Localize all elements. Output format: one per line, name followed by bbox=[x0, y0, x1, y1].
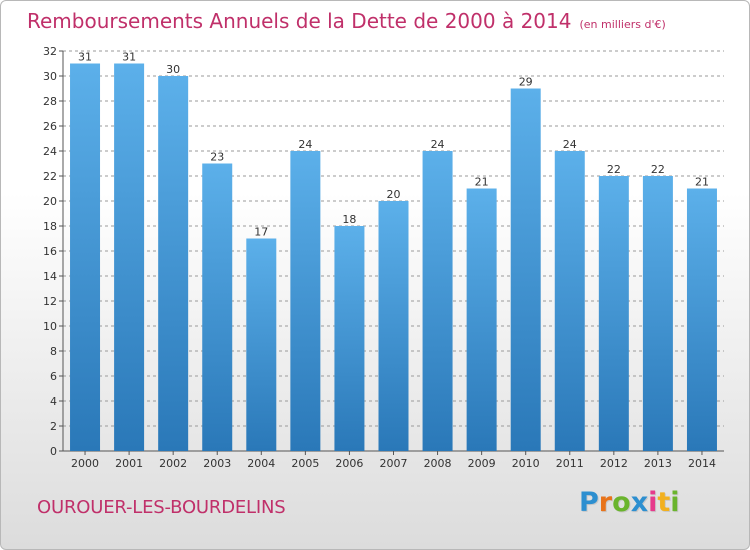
data-label: 30 bbox=[166, 63, 180, 76]
bar bbox=[686, 188, 717, 451]
y-tick-label: 24 bbox=[43, 145, 57, 158]
data-label: 18 bbox=[342, 213, 356, 226]
y-tick-label: 22 bbox=[43, 170, 57, 183]
y-tick-label: 30 bbox=[43, 70, 57, 83]
bar bbox=[334, 226, 365, 451]
y-tick-label: 26 bbox=[43, 120, 57, 133]
data-label: 24 bbox=[298, 138, 312, 151]
logo-letter: r bbox=[598, 487, 613, 518]
logo-letter: P bbox=[579, 487, 599, 518]
bar bbox=[70, 63, 101, 451]
y-tick-label: 16 bbox=[43, 245, 57, 258]
x-tick-label: 2007 bbox=[380, 457, 408, 470]
x-tick-label: 2001 bbox=[115, 457, 143, 470]
data-label: 23 bbox=[210, 151, 224, 164]
y-tick-label: 32 bbox=[43, 45, 57, 58]
chart-title: Remboursements Annuels de la Dette de 20… bbox=[27, 9, 666, 33]
bar bbox=[202, 163, 233, 451]
bar bbox=[554, 151, 585, 451]
proxiti-logo: Proxiti bbox=[579, 487, 680, 518]
bar bbox=[290, 151, 321, 451]
x-tick-label: 2013 bbox=[644, 457, 672, 470]
logo-letter: i bbox=[670, 487, 680, 518]
title-unit: (en milliers d'€) bbox=[579, 18, 666, 31]
x-tick-label: 2011 bbox=[556, 457, 584, 470]
y-tick-label: 10 bbox=[43, 320, 57, 333]
data-label: 20 bbox=[387, 188, 401, 201]
logo-letter: i bbox=[648, 487, 658, 518]
x-tick-label: 2004 bbox=[247, 457, 275, 470]
y-tick-label: 20 bbox=[43, 195, 57, 208]
bar bbox=[114, 63, 145, 451]
bar bbox=[642, 176, 673, 451]
bar bbox=[422, 151, 453, 451]
x-tick-label: 2010 bbox=[512, 457, 540, 470]
data-label: 29 bbox=[519, 76, 533, 89]
x-tick-label: 2012 bbox=[600, 457, 628, 470]
x-tick-label: 2003 bbox=[203, 457, 231, 470]
bar bbox=[158, 76, 189, 451]
data-label: 21 bbox=[695, 176, 709, 189]
data-label: 31 bbox=[78, 51, 92, 64]
logo-letter: x bbox=[630, 487, 649, 518]
logo-letter: o bbox=[612, 487, 631, 518]
data-label: 22 bbox=[651, 163, 665, 176]
x-tick-label: 2000 bbox=[71, 457, 99, 470]
x-tick-label: 2014 bbox=[688, 457, 716, 470]
bar bbox=[246, 238, 277, 451]
data-label: 31 bbox=[122, 51, 136, 64]
y-tick-label: 28 bbox=[43, 95, 57, 108]
y-tick-label: 12 bbox=[43, 295, 57, 308]
data-label: 21 bbox=[475, 176, 489, 189]
y-tick-label: 8 bbox=[50, 345, 57, 358]
data-label: 17 bbox=[254, 226, 268, 239]
bar bbox=[378, 201, 409, 451]
x-tick-label: 2008 bbox=[424, 457, 452, 470]
y-tick-label: 6 bbox=[50, 370, 57, 383]
title-text: Remboursements Annuels de la Dette de 20… bbox=[27, 9, 572, 33]
data-label: 24 bbox=[431, 138, 445, 151]
x-tick-label: 2009 bbox=[468, 457, 496, 470]
y-tick-label: 0 bbox=[50, 445, 57, 458]
y-tick-label: 2 bbox=[50, 420, 57, 433]
logo-letter: t bbox=[657, 487, 671, 518]
commune-name: OUROUER-LES-BOURDELINS bbox=[37, 497, 286, 518]
bar bbox=[466, 188, 497, 451]
bar bbox=[598, 176, 629, 451]
bar bbox=[510, 88, 541, 451]
y-tick-label: 14 bbox=[43, 270, 57, 283]
y-tick-label: 18 bbox=[43, 220, 57, 233]
data-label: 22 bbox=[607, 163, 621, 176]
x-tick-label: 2006 bbox=[335, 457, 363, 470]
data-label: 24 bbox=[563, 138, 577, 151]
x-tick-label: 2005 bbox=[291, 457, 319, 470]
y-tick-label: 4 bbox=[50, 395, 57, 408]
x-tick-label: 2002 bbox=[159, 457, 187, 470]
